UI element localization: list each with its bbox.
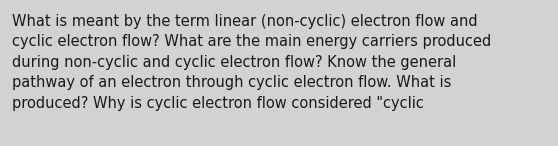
Text: What is meant by the term linear (non-cyclic) electron flow and
cyclic electron : What is meant by the term linear (non-cy… <box>12 14 491 111</box>
